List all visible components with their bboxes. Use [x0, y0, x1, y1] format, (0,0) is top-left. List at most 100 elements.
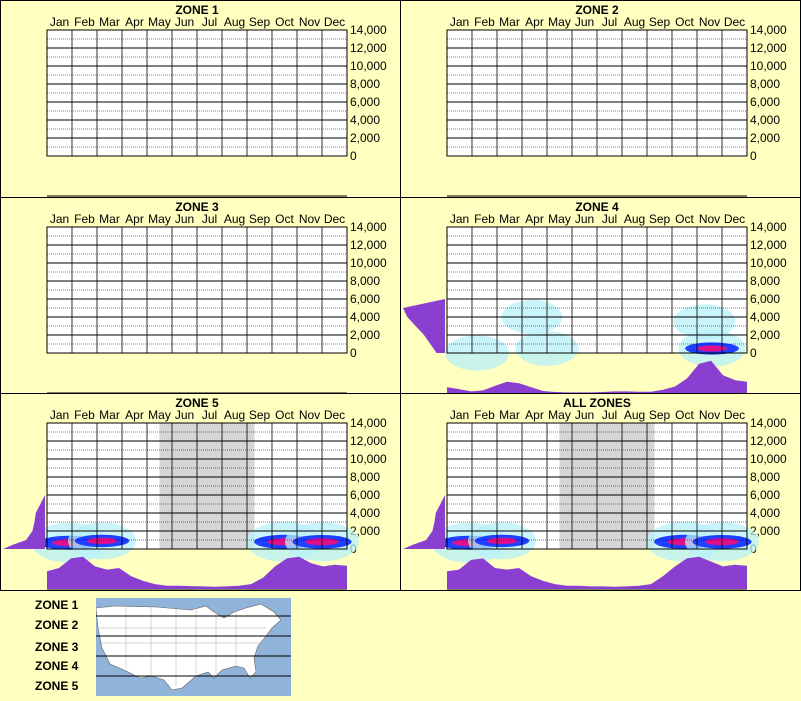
- grid-border: [446, 29, 748, 157]
- month-label-oct: Oct: [275, 408, 294, 422]
- month-label-jul: Jul: [602, 408, 617, 422]
- month-label-sep: Sep: [649, 408, 671, 422]
- y-tick-label: 12,000: [350, 238, 387, 252]
- month-label-apr: Apr: [525, 15, 544, 29]
- month-label-mar: Mar: [99, 212, 120, 226]
- month-label-may: May: [548, 408, 571, 422]
- chart-panel-5: ZONE 5 Jan Feb Mar Apr May Jun Jul Aug Sep Oct Nov D…: [3, 396, 387, 590]
- month-label-oct: Oct: [675, 15, 694, 29]
- month-label-sep: Sep: [649, 212, 671, 226]
- month-label-sep: Sep: [649, 15, 671, 29]
- month-label-mar: Mar: [499, 15, 520, 29]
- month-label-apr: Apr: [525, 408, 544, 422]
- map-land: [96, 603, 282, 691]
- y-tick-label: 6,000: [750, 488, 780, 502]
- y-tick-label: 14,000: [350, 23, 387, 37]
- month-label-jan: Jan: [450, 212, 469, 226]
- chart-panel-2: ZONE 2 Jan Feb Mar Apr May Jun Jul Aug Sep Oct Nov D…: [446, 3, 787, 197]
- y-tick-label: 14,000: [750, 416, 787, 430]
- month-label-nov: Nov: [299, 408, 320, 422]
- month-label-may: May: [148, 15, 171, 29]
- month-label-jun: Jun: [575, 212, 594, 226]
- month-label-jun: Jun: [575, 15, 594, 29]
- y-tick-label: 8,000: [750, 274, 780, 288]
- density-hotspot-core: [696, 345, 728, 352]
- month-label-feb: Feb: [474, 15, 495, 29]
- month-label-apr: Apr: [125, 15, 144, 29]
- chart-title: ZONE 2: [575, 3, 619, 17]
- month-label-feb: Feb: [74, 15, 95, 29]
- month-label-nov: Nov: [299, 212, 320, 226]
- month-label-feb: Feb: [74, 212, 95, 226]
- month-label-feb: Feb: [74, 408, 95, 422]
- month-label-may: May: [548, 212, 571, 226]
- y-tick-label: 2,000: [750, 524, 780, 538]
- density-hotspot-outer: [673, 304, 736, 339]
- month-label-sep: Sep: [249, 15, 271, 29]
- month-label-dec: Dec: [324, 408, 345, 422]
- legend-zone-3: ZONE 3: [35, 640, 79, 654]
- y-tick-label: 4,000: [750, 113, 780, 127]
- month-label-aug: Aug: [224, 212, 245, 226]
- month-label-aug: Aug: [224, 15, 245, 29]
- month-label-oct: Oct: [275, 15, 294, 29]
- density-hotspot-core: [86, 537, 118, 544]
- month-label-dec: Dec: [324, 212, 345, 226]
- month-label-aug: Aug: [624, 15, 645, 29]
- month-label-jun: Jun: [175, 212, 194, 226]
- y-tick-label: 8,000: [350, 77, 380, 91]
- legend-zone-4: ZONE 4: [35, 659, 79, 673]
- month-label-mar: Mar: [499, 212, 520, 226]
- y-tick-label: 8,000: [750, 470, 780, 484]
- month-label-oct: Oct: [675, 408, 694, 422]
- month-label-jun: Jun: [575, 408, 594, 422]
- month-label-sep: Sep: [249, 212, 271, 226]
- month-label-jul: Jul: [202, 212, 217, 226]
- y-tick-label: 14,000: [750, 220, 787, 234]
- y-tick-label: 8,000: [350, 274, 380, 288]
- y-tick-label: 6,000: [350, 292, 380, 306]
- month-label-apr: Apr: [125, 408, 144, 422]
- month-label-jul: Jul: [202, 15, 217, 29]
- month-label-dec: Dec: [724, 15, 745, 29]
- legend-zone-1: ZONE 1: [35, 598, 79, 612]
- month-label-dec: Dec: [724, 408, 745, 422]
- y-tick-label: 4,000: [350, 506, 380, 520]
- y-tick-label: 2,000: [750, 131, 780, 145]
- month-label-jan: Jan: [50, 212, 69, 226]
- y-tick-label: 2,000: [750, 328, 780, 342]
- y-tick-label: 6,000: [750, 95, 780, 109]
- month-label-dec: Dec: [724, 212, 745, 226]
- chart-panel-1: ZONE 1 Jan Feb Mar Apr May Jun Jul Aug Sep Oct Nov D…: [46, 3, 387, 197]
- y-tick-label: 6,000: [350, 488, 380, 502]
- grid-border: [446, 422, 748, 550]
- month-label-apr: Apr: [125, 212, 144, 226]
- y-tick-label: 6,000: [350, 95, 380, 109]
- y-tick-label: 6,000: [750, 292, 780, 306]
- y-tick-label: 10,000: [350, 452, 387, 466]
- month-label-mar: Mar: [99, 408, 120, 422]
- month-label-jan: Jan: [450, 15, 469, 29]
- y-tick-label: 12,000: [350, 41, 387, 55]
- legend-zone-2: ZONE 2: [35, 618, 79, 632]
- elevation-profile: [403, 299, 445, 353]
- elevation-profile: [3, 495, 45, 549]
- y-tick-label: 12,000: [750, 434, 787, 448]
- y-tick-label: 2,000: [350, 131, 380, 145]
- monthly-profile: [447, 556, 747, 589]
- monthly-profile: [47, 556, 347, 589]
- y-tick-label: 4,000: [350, 113, 380, 127]
- y-tick-label: 14,000: [350, 220, 387, 234]
- y-tick-label: 12,000: [350, 434, 387, 448]
- month-label-nov: Nov: [699, 212, 720, 226]
- month-label-jul: Jul: [602, 212, 617, 226]
- month-label-feb: Feb: [474, 212, 495, 226]
- month-label-aug: Aug: [224, 408, 245, 422]
- y-tick-label: 12,000: [750, 238, 787, 252]
- monthly-profile: [447, 360, 747, 393]
- y-tick-label: 4,000: [750, 506, 780, 520]
- y-tick-label: 14,000: [350, 416, 387, 430]
- grid-border: [46, 422, 348, 550]
- month-label-sep: Sep: [249, 408, 271, 422]
